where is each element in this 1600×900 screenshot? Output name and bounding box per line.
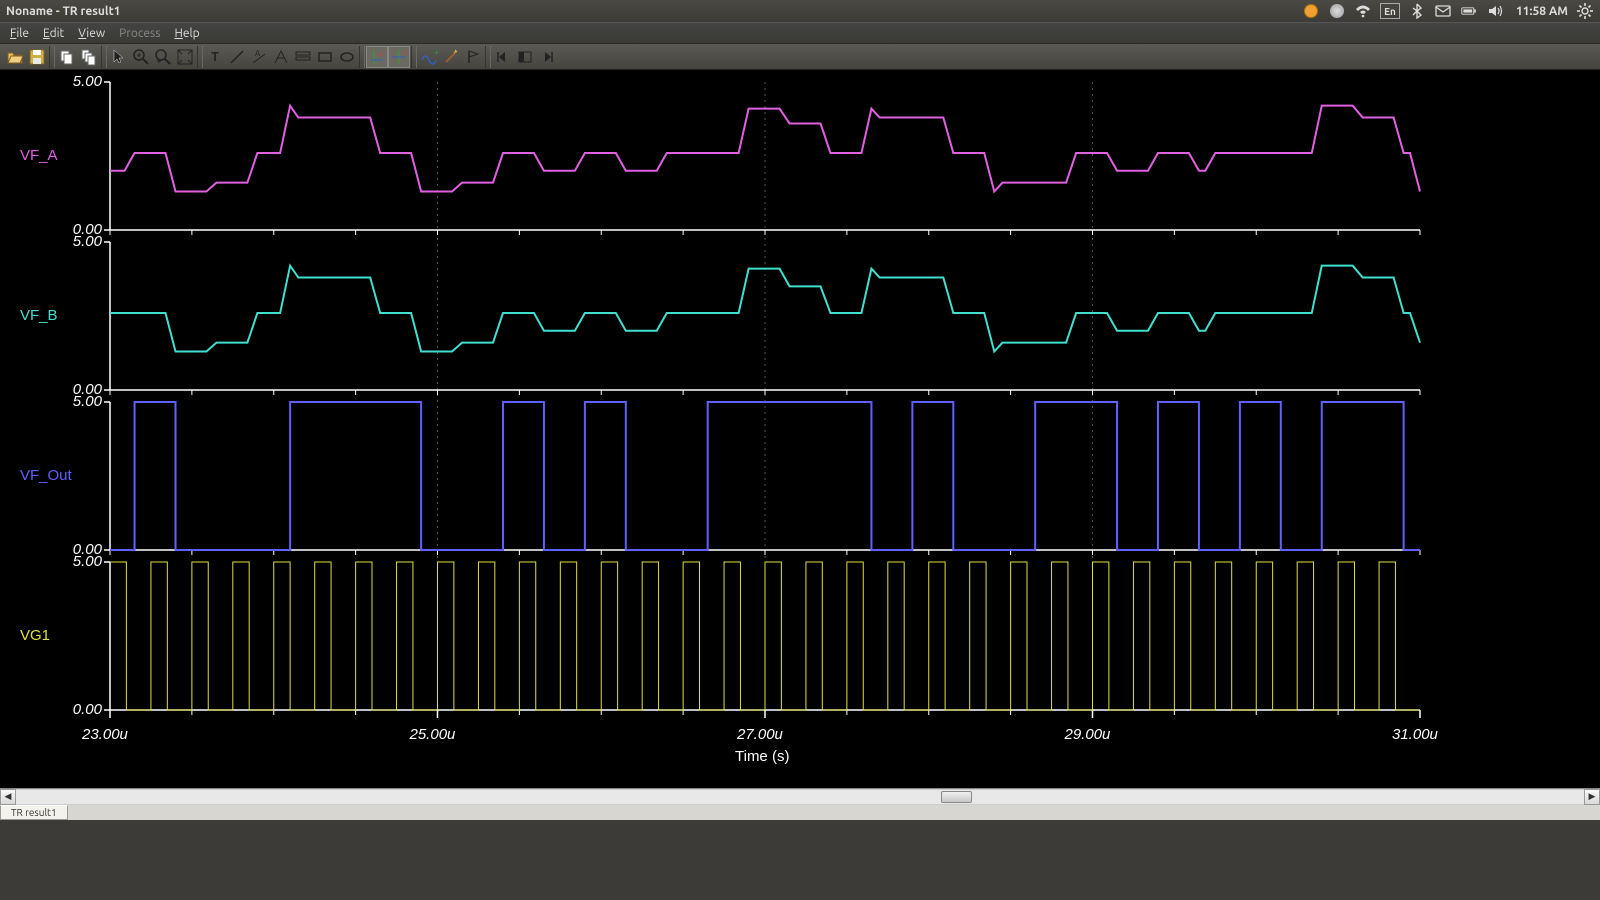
scroll-right-icon[interactable]: ▶ [1584,789,1600,805]
settings-gear-icon[interactable] [1576,2,1594,20]
y-tick-label: 0.00 [52,701,102,718]
copy-all-icon[interactable] [78,46,100,68]
flag-icon[interactable] [462,46,484,68]
prev-icon[interactable] [492,46,514,68]
y-tick-label: 5.00 [52,393,102,410]
y-tick-label: 5.00 [52,73,102,90]
x-tick-label: 23.00u [82,726,128,743]
result-tab-label: TR result1 [11,807,57,818]
waveform-chart [0,70,1600,788]
language-indicator[interactable]: En [1380,3,1400,19]
scroll-left-icon[interactable]: ◀ [0,789,16,805]
copy-icon[interactable] [56,46,78,68]
toolbar: T A a b + [0,44,1600,70]
plot-region[interactable]: 0.005.00VF_A0.005.00VF_B0.005.00VF_Out0.… [0,70,1600,788]
autoscale-icon[interactable] [174,46,196,68]
menu-help[interactable]: Help [168,25,205,42]
trace-label: VF_A [20,147,58,164]
trace-label: VF_Out [20,467,72,484]
y-tick-label: 5.00 [52,233,102,250]
system-tray: En 11:58 AM [1302,2,1594,20]
next-icon[interactable] [536,46,558,68]
svg-text:T: T [211,50,219,64]
save-icon[interactable] [26,46,48,68]
pointer-icon[interactable] [108,46,130,68]
menu-view[interactable]: View [72,25,111,42]
battery-icon[interactable] [1460,2,1478,20]
annotate-b-icon[interactable] [270,46,292,68]
zoom-fit-icon[interactable] [152,46,174,68]
svg-text:A: A [255,49,261,58]
trace-label: VF_B [20,307,58,324]
x-axis-label: Time (s) [735,748,789,765]
notification-icon[interactable] [1302,2,1320,20]
annotate-a-icon[interactable]: A [248,46,270,68]
result-tab[interactable]: TR result1 [0,805,68,820]
volume-icon[interactable] [1486,2,1504,20]
menu-bar: File Edit View Process Help [0,22,1600,44]
svg-text:b: b [403,49,407,57]
window-title: Noname - TR result1 [6,5,1302,18]
ellipse-icon[interactable] [336,46,358,68]
text-icon[interactable]: T [204,46,226,68]
svg-text:a: a [379,50,383,58]
x-tick-label: 31.00u [1392,726,1438,743]
wand-icon[interactable] [440,46,462,68]
x-tick-label: 27.00u [737,726,783,743]
wifi-icon[interactable] [1354,2,1372,20]
user-icon[interactable] [1328,2,1346,20]
svg-text:+: + [434,48,438,57]
cursor-a-icon[interactable]: a [366,46,388,68]
y-tick-label: 5.00 [52,553,102,570]
system-title-bar: Noname - TR result1 En 11:58 AM [0,0,1600,22]
wave-add-icon[interactable]: + [418,46,440,68]
bluetooth-icon[interactable] [1408,2,1426,20]
scrollbar-thumb[interactable] [941,791,972,803]
trace-label: VG1 [20,627,50,644]
line-icon[interactable] [226,46,248,68]
legend-icon[interactable] [292,46,314,68]
mail-icon[interactable] [1434,2,1452,20]
language-label: En [1384,6,1396,17]
cursor-b-icon[interactable]: b [388,46,410,68]
horizontal-scrollbar[interactable]: ◀ ▶ [0,788,1600,804]
x-tick-label: 29.00u [1065,726,1111,743]
rect-icon[interactable] [314,46,336,68]
menu-edit[interactable]: Edit [37,25,70,42]
zoom-in-icon[interactable] [130,46,152,68]
menu-process: Process [113,25,166,42]
clock[interactable]: 11:58 AM [1516,5,1568,18]
open-icon[interactable] [4,46,26,68]
menu-file[interactable]: File [4,25,35,42]
result-tab-bar: TR result1 [0,804,1600,820]
toggle-panel-icon[interactable] [514,46,536,68]
x-tick-label: 25.00u [410,726,456,743]
scrollbar-track[interactable] [16,789,1584,805]
